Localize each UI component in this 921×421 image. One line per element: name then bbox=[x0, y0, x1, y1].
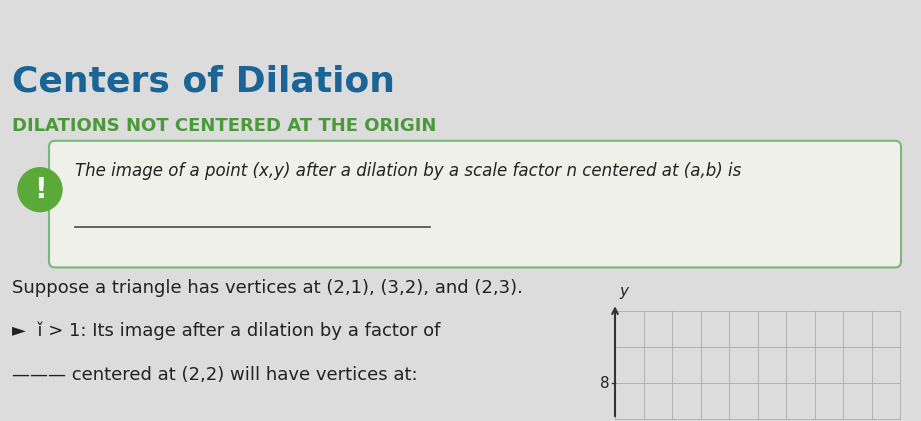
Text: y: y bbox=[619, 284, 628, 299]
Text: Suppose a triangle has vertices at (2,1), (3,2), and (2,3).: Suppose a triangle has vertices at (2,1)… bbox=[12, 280, 523, 297]
Text: DILATIONS NOT CENTERED AT THE ORIGIN: DILATIONS NOT CENTERED AT THE ORIGIN bbox=[12, 117, 437, 135]
Text: 8: 8 bbox=[600, 376, 610, 391]
Circle shape bbox=[18, 168, 62, 212]
FancyBboxPatch shape bbox=[49, 141, 901, 267]
Text: ►  ǐ > 1: Its image after a dilation by a factor of: ► ǐ > 1: Its image after a dilation by a… bbox=[12, 321, 440, 340]
Text: ——— centered at (2,2) will have vertices at:: ——— centered at (2,2) will have vertices… bbox=[12, 366, 417, 384]
Text: Centers of Dilation: Centers of Dilation bbox=[12, 64, 395, 98]
Text: The image of a point (x,y) after a dilation by a scale factor n centered at (a,b: The image of a point (x,y) after a dilat… bbox=[75, 162, 741, 180]
Text: !: ! bbox=[34, 176, 46, 204]
